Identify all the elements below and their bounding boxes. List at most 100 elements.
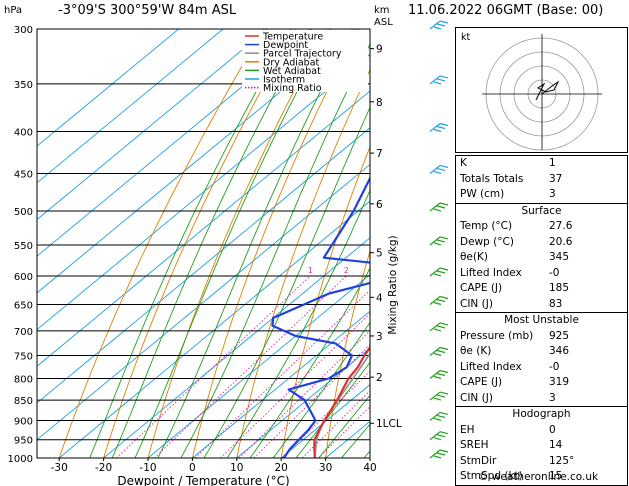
index-key: Totals Totals <box>460 172 524 185</box>
most-unstable-key: Pressure (mb) <box>460 329 534 342</box>
dry-adiabat <box>191 29 359 458</box>
most-unstable-row: Lifted Index -0 <box>456 360 627 376</box>
isotherm-line <box>37 53 370 331</box>
temperature-line <box>313 345 370 458</box>
wind-barb-icon <box>429 122 449 133</box>
hodograph-plot: kt <box>461 32 602 151</box>
surface-value: 27.6 <box>549 220 573 232</box>
mixing-ratio-axis-title: Mixing Ratio (g/kg) <box>387 235 399 334</box>
wind-barb-icon <box>429 75 449 85</box>
isotherm-line <box>37 29 268 221</box>
most-unstable-value: 319 <box>549 376 570 388</box>
most-unstable-key: θe (K) <box>460 345 492 357</box>
x-axis-title: Dewpoint / Temperature (°C) <box>117 474 289 486</box>
temp-tick-label: 0 <box>189 462 196 474</box>
wet-adiabat <box>203 106 370 458</box>
wind-barb-icon <box>429 202 449 212</box>
pressure-tick-label: 750 <box>14 351 33 362</box>
most-unstable-row: CIN (J) 3 <box>456 391 627 407</box>
surface-key: CIN (J) <box>460 297 493 310</box>
pressure-tick-label: 650 <box>14 301 33 312</box>
surface-list: Temp (°C) 27.6 Dewp (°C) 20.6 θe(K) 345 Lifted… <box>456 219 627 312</box>
wet-adiabat <box>295 361 370 458</box>
height-tick-label: 9 <box>376 44 383 56</box>
hodograph-key: StmSpd (kt) <box>460 470 523 482</box>
index-key: K <box>460 157 467 169</box>
pressure-tick-label: 700 <box>14 327 33 338</box>
isotherm-line <box>37 127 370 404</box>
pressure-tick-label: 1000 <box>8 454 33 465</box>
isotherm-line <box>37 163 370 441</box>
pressure-tick-label: 950 <box>14 436 33 447</box>
mixing-ratio-label: 2 <box>344 266 349 275</box>
hodograph-list: EH 0 SREH 14 StmDir 125° StmSpd (kt) 15 <box>456 423 627 485</box>
wind-barb-icon <box>429 411 449 422</box>
dry-adiabat <box>103 29 296 458</box>
most-unstable-value: 925 <box>549 329 570 342</box>
legend-box <box>242 30 368 92</box>
isotherm-line <box>37 29 179 147</box>
isotherm-line <box>103 237 370 458</box>
surface-row: CAPE (J) 185 <box>456 281 627 297</box>
legend-label: Parcel Trajectory <box>263 49 342 60</box>
hodograph-key: SREH <box>460 439 489 451</box>
wind-barb-icon <box>429 164 449 175</box>
pressure-tick-label: 900 <box>14 416 33 427</box>
wind-barb-icon <box>429 267 449 277</box>
most-unstable-key: CAPE (J) <box>460 376 503 388</box>
wet-adiabat <box>272 321 370 458</box>
most-unstable-value: -0 <box>549 360 560 373</box>
surface-row: Temp (°C) 27.6 <box>456 219 627 235</box>
most-unstable-key: CIN (J) <box>460 391 493 404</box>
temp-tick-label: 20 <box>275 462 288 474</box>
index-value: 1 <box>549 157 556 169</box>
pressure-tick-label: 800 <box>14 374 33 385</box>
isotherm-line <box>280 384 370 458</box>
hodograph-row: EH 0 <box>456 423 627 439</box>
wind-barb-icon <box>429 236 449 246</box>
legend-label: Isotherm <box>263 75 305 86</box>
mixing-ratio-line <box>116 275 311 458</box>
surface-key: Lifted Index <box>460 266 522 279</box>
wind-barb-icon <box>429 369 449 380</box>
pressure-tick-label: 350 <box>14 80 33 91</box>
height-axis-title: km <box>374 5 390 16</box>
most-unstable-value: 346 <box>549 345 570 357</box>
hodograph-value: 0 <box>549 423 556 436</box>
hodograph-value: 15 <box>549 470 563 482</box>
index-row: PW (cm) 3 <box>456 187 627 203</box>
most-unstable-list: Pressure (mb) 925 θe (K) 346 Lifted Index -0 C… <box>456 329 627 407</box>
pressure-axis-title: hPa <box>4 5 22 16</box>
height-tick-label: 1LCL <box>376 418 402 430</box>
mixing-ratio-line <box>194 289 370 458</box>
wind-barb-icon <box>429 449 449 459</box>
wind-barb-icon <box>429 431 449 441</box>
temp-tick-label: 40 <box>363 462 376 474</box>
index-row: Totals Totals 37 <box>456 172 627 188</box>
wind-barb-icon <box>429 391 449 401</box>
height-tick-label: 2 <box>376 372 383 384</box>
isotherm-line <box>58 200 370 458</box>
temp-tick-label: 10 <box>230 462 243 474</box>
pressure-tick-label: 450 <box>14 169 33 180</box>
wet-adiabat <box>340 423 370 458</box>
index-key: PW (cm) <box>460 188 505 200</box>
dry-adiabat <box>325 249 370 458</box>
surface-value: 83 <box>549 297 563 310</box>
surface-row: θe(K) 345 <box>456 250 627 266</box>
wind-barb-icon <box>429 20 449 30</box>
isotherm-line <box>37 29 313 257</box>
isotherm-line <box>147 273 370 458</box>
surface-title: Surface <box>521 204 562 217</box>
dewpoint-line <box>271 175 370 458</box>
height-tick-label: 8 <box>376 97 383 109</box>
surface-row: Dewp (°C) 20.6 <box>456 235 627 251</box>
most-unstable-row: Pressure (mb) 925 <box>456 329 627 345</box>
most-unstable-key: Lifted Index <box>460 360 522 373</box>
hodograph-value: 14 <box>549 439 563 451</box>
plot-frame <box>36 28 371 459</box>
forecast-datetime: 11.06.2022 06GMT (Base: 00) <box>408 3 604 18</box>
wet-adiabat <box>180 43 370 458</box>
